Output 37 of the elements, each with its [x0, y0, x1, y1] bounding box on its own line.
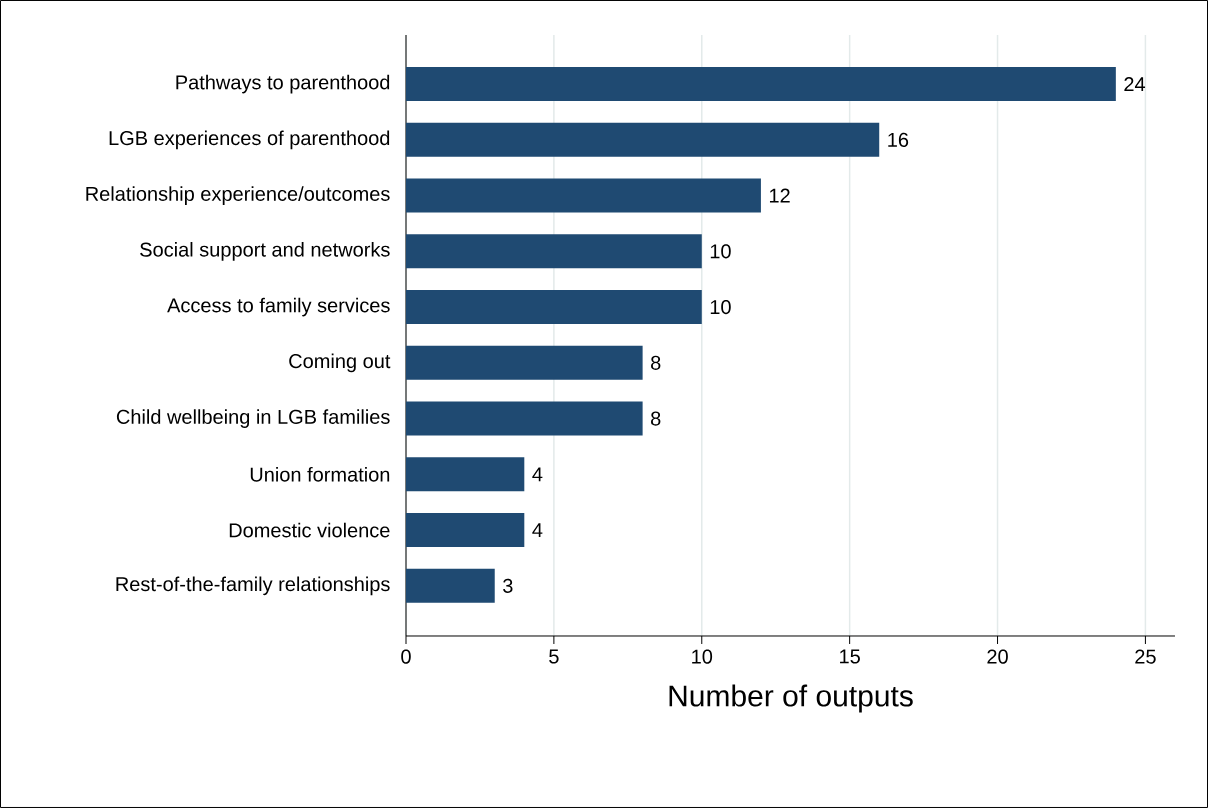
y-tick-label: Domestic violence	[229, 522, 390, 538]
x-tick-label: 20	[987, 649, 1008, 664]
bar	[406, 178, 761, 213]
y-tick-label: Child wellbeing in LGB families	[116, 409, 390, 428]
y-tick-label: Relationship experience/outcomes	[86, 186, 390, 205]
y-tick-label: Coming out	[289, 353, 391, 373]
x-tick-label: 15	[840, 649, 860, 664]
y-tick-label: Access to family services	[167, 297, 390, 317]
data-label: 8	[651, 411, 661, 426]
data-label: 10	[710, 299, 731, 315]
bar	[406, 122, 880, 157]
bar	[406, 290, 702, 325]
data-label: 8	[651, 355, 661, 370]
y-tick-label: Pathways to parenthood	[176, 74, 390, 94]
x-tick-label: 0	[401, 649, 411, 664]
data-label: 16	[888, 132, 909, 147]
bar	[406, 513, 525, 548]
y-tick-label: Rest-of-the-family relationships	[116, 576, 390, 596]
bar	[406, 401, 643, 436]
x-tick-label: 25	[1135, 649, 1156, 664]
bar	[406, 67, 1116, 102]
x-axis-title: Number of outputs	[669, 684, 913, 713]
data-label: 24	[1124, 77, 1146, 92]
data-label: 4	[532, 523, 543, 537]
data-label: 3	[503, 578, 513, 593]
y-tick-label: Union formation	[250, 466, 390, 482]
x-tick-label: 10	[692, 649, 713, 664]
bar	[406, 457, 525, 492]
data-label: 12	[769, 188, 790, 203]
y-tick-label: LGB experiences of parenthood	[109, 130, 390, 150]
y-tick-label: Social support and networks	[140, 241, 390, 261]
bar	[406, 568, 495, 603]
data-label: 4	[532, 467, 543, 482]
bar	[406, 234, 702, 269]
x-tick-label: 5	[549, 649, 559, 664]
data-label: 10	[710, 244, 731, 259]
bar	[406, 345, 643, 380]
